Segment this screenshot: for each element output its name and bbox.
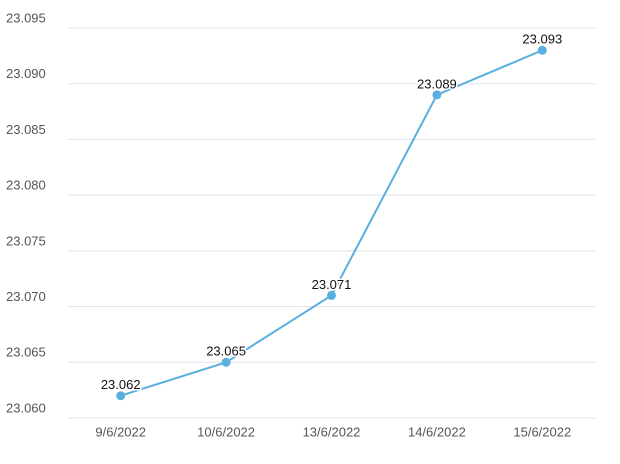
y-tick-label: 23.085 <box>6 122 46 137</box>
x-tick-label: 10/6/2022 <box>197 424 255 439</box>
data-point <box>221 357 231 367</box>
data-point <box>327 290 336 300</box>
y-tick-label: 23.080 <box>6 178 46 193</box>
y-tick-label: 23.075 <box>6 233 46 248</box>
y-tick-label: 23.065 <box>6 345 46 360</box>
y-tick-label: 23.070 <box>6 289 46 304</box>
x-tick-label: 13/6/2022 <box>303 424 361 439</box>
x-tick-label: 14/6/2022 <box>408 424 466 439</box>
y-tick-label: 23.060 <box>6 400 46 415</box>
y-tick-label: 23.090 <box>6 66 46 81</box>
x-tick-label: 15/6/2022 <box>513 424 571 439</box>
data-point <box>116 391 126 401</box>
data-point <box>432 90 442 100</box>
data-label: 23.062 <box>101 377 141 392</box>
data-point <box>537 45 547 55</box>
data-label: 23.071 <box>312 277 352 292</box>
data-label: 23.093 <box>522 32 562 47</box>
data-label: 23.089 <box>417 76 457 91</box>
x-tick-label: 9/6/2022 <box>95 424 146 439</box>
data-line <box>120 49 543 397</box>
y-tick-label: 23.095 <box>6 10 46 25</box>
data-label: 23.065 <box>206 344 246 359</box>
